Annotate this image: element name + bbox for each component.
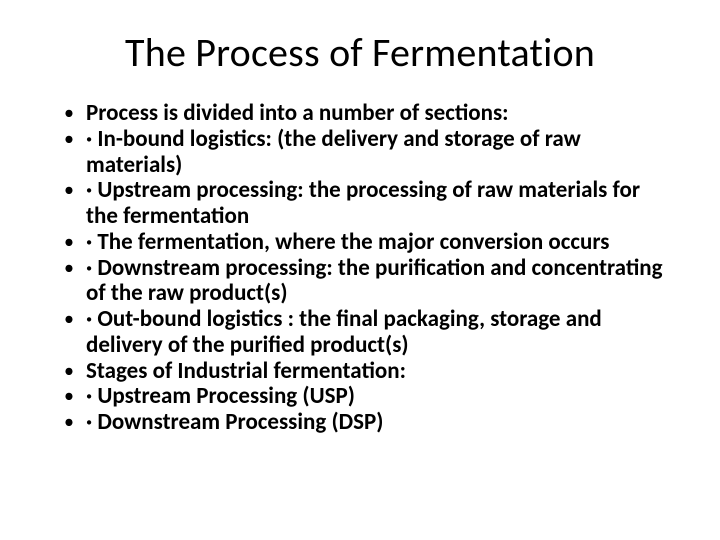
slide: The Process of Fermentation Process is d…	[0, 0, 720, 540]
list-item: · Downstream processing: the purificatio…	[64, 256, 668, 308]
list-item: Stages of Industrial fermentation:	[64, 359, 668, 385]
list-item: · Upstream processing: the processing of…	[64, 178, 668, 230]
slide-title: The Process of Fermentation	[52, 28, 668, 77]
list-item: · Upstream Processing (USP)	[64, 384, 668, 410]
list-item: · Downstream Processing (DSP)	[64, 410, 668, 436]
list-item: Process is divided into a number of sect…	[64, 101, 668, 127]
list-item: · The fermentation, where the major conv…	[64, 230, 668, 256]
list-item: · In-bound logistics: (the delivery and …	[64, 127, 668, 179]
list-item: · Out-bound logistics : the final packag…	[64, 307, 668, 359]
bullet-list: Process is divided into a number of sect…	[52, 101, 668, 436]
